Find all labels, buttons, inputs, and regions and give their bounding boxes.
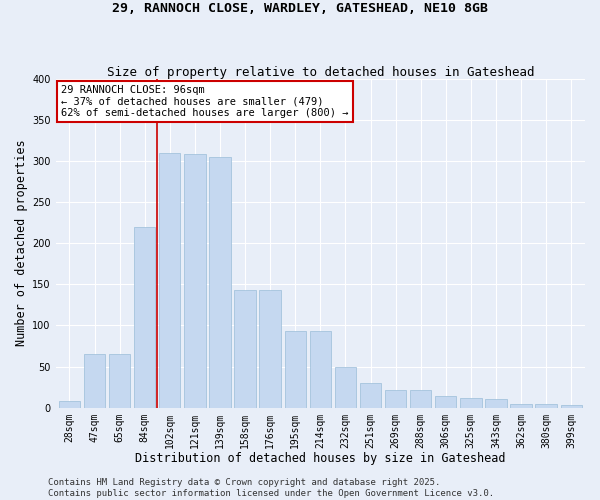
- Text: Contains HM Land Registry data © Crown copyright and database right 2025.
Contai: Contains HM Land Registry data © Crown c…: [48, 478, 494, 498]
- Bar: [259, 290, 281, 408]
- Bar: [460, 398, 482, 407]
- Bar: [535, 404, 557, 407]
- Bar: [184, 154, 206, 407]
- Title: Size of property relative to detached houses in Gateshead: Size of property relative to detached ho…: [107, 66, 534, 78]
- Y-axis label: Number of detached properties: Number of detached properties: [15, 140, 28, 346]
- Text: 29, RANNOCH CLOSE, WARDLEY, GATESHEAD, NE10 8GB: 29, RANNOCH CLOSE, WARDLEY, GATESHEAD, N…: [112, 2, 488, 16]
- Bar: [209, 156, 230, 408]
- Text: 29 RANNOCH CLOSE: 96sqm
← 37% of detached houses are smaller (479)
62% of semi-d: 29 RANNOCH CLOSE: 96sqm ← 37% of detache…: [61, 85, 349, 118]
- Bar: [59, 401, 80, 407]
- Bar: [435, 396, 457, 407]
- Bar: [560, 406, 582, 407]
- Bar: [310, 331, 331, 407]
- Bar: [159, 152, 181, 408]
- Bar: [335, 368, 356, 408]
- Bar: [235, 290, 256, 408]
- Bar: [284, 331, 306, 407]
- Bar: [84, 354, 105, 408]
- Bar: [511, 404, 532, 407]
- Bar: [385, 390, 406, 407]
- Bar: [410, 390, 431, 407]
- Bar: [485, 398, 506, 407]
- Bar: [109, 354, 130, 408]
- Bar: [134, 226, 155, 408]
- Bar: [360, 383, 381, 407]
- X-axis label: Distribution of detached houses by size in Gateshead: Distribution of detached houses by size …: [135, 452, 506, 465]
